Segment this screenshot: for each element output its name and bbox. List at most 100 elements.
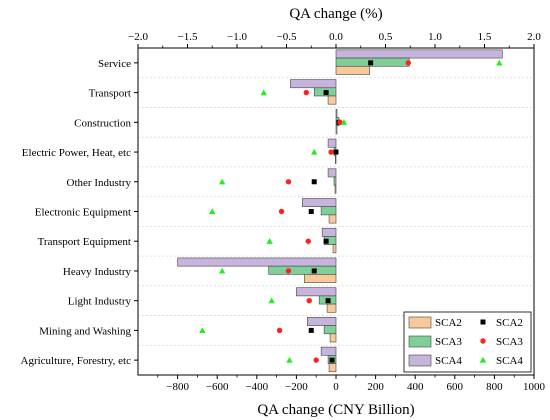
bar-sca4	[335, 109, 338, 118]
marker-sca2	[323, 238, 329, 244]
marker-sca3	[285, 268, 292, 274]
top-tick-label: −1.0	[227, 31, 247, 43]
legend-swatch-sca2	[408, 316, 432, 329]
legend-bar-label: SCA4	[435, 355, 462, 367]
marker-sca3	[337, 119, 343, 126]
legend-marker-sca4	[479, 356, 487, 363]
marker-sca4	[340, 119, 348, 125]
marker-sca3	[303, 89, 309, 96]
top-tick-label: 1.0	[428, 31, 442, 43]
bar-sca2	[332, 244, 337, 254]
bottom-tick-label: −200	[285, 381, 308, 393]
top-tick-label: −0.5	[277, 31, 297, 43]
marker-sca3	[276, 327, 283, 334]
bar-sca2	[335, 155, 337, 164]
bottom-tick-label: 200	[367, 381, 384, 393]
legend: SCA2 SCA3 SCA4 SCA2 SCA3 SCA4	[403, 311, 532, 373]
category-label: Other Industry	[67, 177, 132, 189]
marker-sca3	[285, 179, 292, 185]
bar-sca2	[327, 95, 337, 105]
marker-sca4	[218, 267, 226, 274]
top-tick-label: −1.5	[178, 31, 198, 43]
category-label: Transport	[89, 88, 131, 100]
marker-sca3	[405, 60, 411, 66]
category-label: Transport Equipment	[38, 236, 131, 248]
legend-swatch-sca3	[408, 335, 432, 348]
bottom-tick-label: −800	[166, 381, 189, 393]
legend-bar-label: SCA2	[435, 317, 462, 329]
bottom-tick-label: 1000	[523, 381, 546, 393]
bottom-tick-label: 0	[333, 381, 339, 393]
top-axis-title: QA change (%)	[289, 6, 382, 22]
bar-sca3	[320, 206, 337, 216]
top-tick-label: −2.0	[128, 31, 148, 43]
top-tick-label: 0.5	[379, 31, 393, 43]
bar-sca2	[335, 65, 370, 75]
axes: −800 −600 −400 −200 0 200 400 600 800 1000 −2.0 −1.…	[21, 31, 546, 393]
marker-sca4	[199, 327, 206, 334]
legend-marker-label: SCA2	[496, 317, 523, 329]
marker-sca2	[333, 149, 339, 155]
top-tick-label: 1.5	[478, 31, 492, 43]
bottom-axis-title: QA change (CNY Billion)	[257, 402, 414, 418]
marker-sca4	[209, 208, 216, 215]
marker-sca2	[329, 357, 335, 363]
bar-sca4	[177, 257, 337, 267]
marker-sca3	[328, 149, 334, 155]
bar-sca3	[333, 176, 337, 186]
bar-sca3	[323, 325, 337, 335]
marker-sca3	[278, 208, 285, 215]
bar-sca2	[328, 214, 337, 224]
bottom-tick-label: −600	[206, 381, 229, 393]
category-label: Electronic Equipment	[35, 207, 131, 219]
bar-sca4	[320, 346, 337, 356]
bar-sca4	[335, 49, 503, 59]
legend-marker-sca3	[480, 338, 486, 344]
marker-sca3	[305, 238, 311, 244]
bar-sca4	[296, 287, 337, 297]
bar-sca4	[302, 198, 337, 207]
marker-sca2	[308, 327, 314, 333]
marker-sca3	[306, 297, 312, 304]
category-label: Agriculture, Forestry, etc	[21, 355, 132, 367]
bar-sca4	[321, 227, 337, 237]
bar-sca3	[268, 265, 337, 275]
bar-sca2	[334, 184, 337, 194]
bar-sca2	[328, 363, 337, 373]
marker-sca3	[313, 357, 319, 363]
legend-marker-label: SCA4	[496, 355, 523, 367]
category-label: Construction	[74, 117, 131, 129]
legend-marker-sca2	[480, 319, 486, 325]
bottom-tick-label: 800	[486, 381, 503, 393]
marker-sca4	[268, 297, 275, 304]
marker-sca4	[311, 148, 318, 155]
category-label: Electric Power, Heat, etc	[22, 147, 131, 159]
marker-sca2	[368, 60, 374, 66]
marker-sca4	[286, 356, 293, 363]
marker-sca2	[311, 179, 317, 185]
marker-series	[199, 59, 503, 363]
category-label: Mining and Washing	[39, 325, 131, 337]
legend-marker-label: SCA3	[496, 336, 523, 348]
bar-sca2	[326, 303, 337, 313]
marker-sca4	[218, 178, 226, 185]
marker-sca2	[323, 90, 329, 96]
bar-sca2	[329, 333, 337, 343]
marker-sca2	[308, 209, 314, 214]
top-tick-label: 2.0	[527, 31, 541, 43]
marker-sca2	[311, 268, 317, 274]
bar-sca4	[327, 138, 337, 148]
legend-swatch-sca4	[408, 354, 432, 367]
marker-sca4	[266, 238, 273, 244]
marker-sca2	[325, 298, 331, 304]
marker-sca4	[496, 59, 503, 66]
legend-bar-label: SCA3	[435, 336, 462, 348]
bar-sca4	[306, 317, 337, 326]
category-label: Heavy Industry	[63, 266, 132, 278]
category-label: Light Industry	[68, 296, 132, 308]
bar-sca2	[335, 125, 338, 135]
bottom-tick-label: 600	[447, 381, 464, 393]
bar-sca4	[327, 168, 337, 178]
top-tick-label: 0.0	[329, 31, 343, 43]
